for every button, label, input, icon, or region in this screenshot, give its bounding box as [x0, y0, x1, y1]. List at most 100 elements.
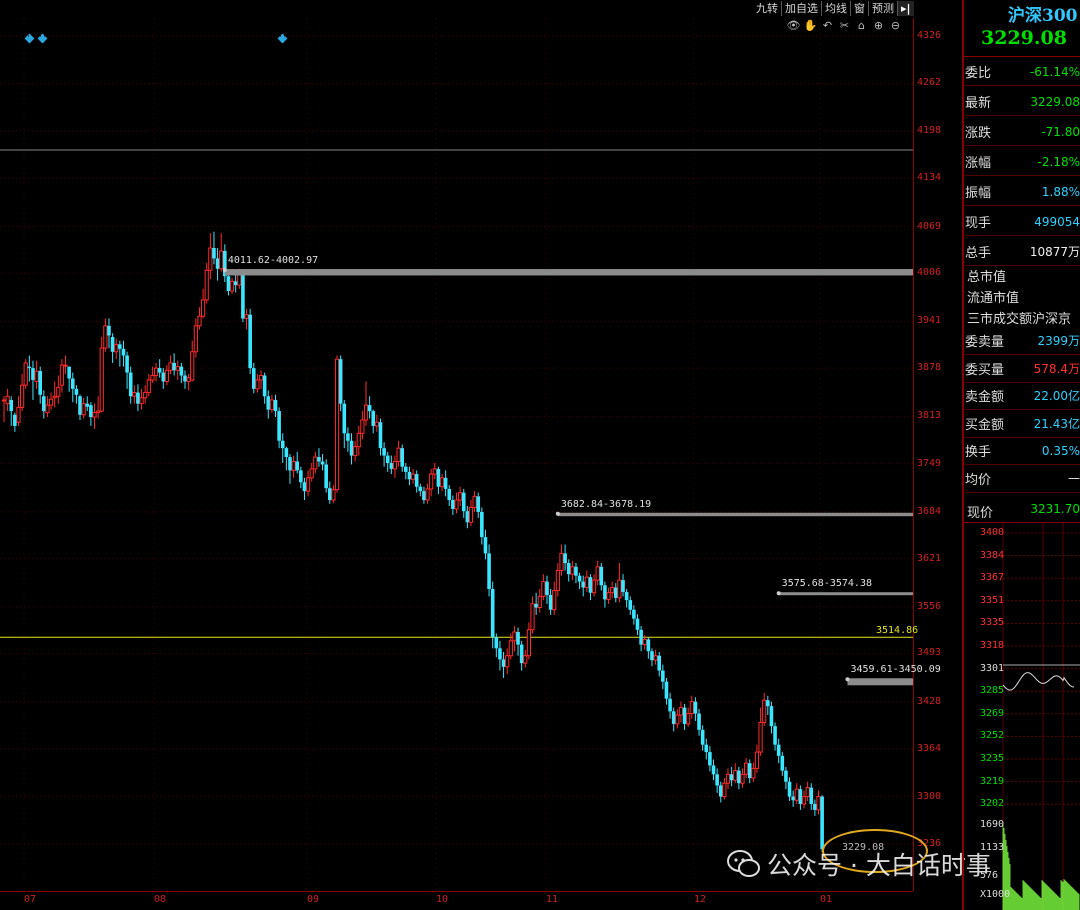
candle-body-down	[577, 575, 582, 582]
candlestick-chart[interactable]	[0, 18, 913, 891]
candle-body-up	[512, 631, 517, 642]
zoom-in-icon[interactable]: ⊕	[873, 19, 884, 32]
quote-value: 499054	[1034, 214, 1080, 229]
now-price-value: 3231.70	[1030, 502, 1080, 516]
candle-body-up	[360, 419, 365, 434]
candle-body-up	[309, 468, 314, 479]
home-icon[interactable]: ⌂	[858, 19, 865, 32]
candle-body-up	[305, 477, 311, 492]
quote-row: 委卖量 2399万	[965, 327, 1080, 355]
candle-body-down	[769, 706, 774, 727]
candle-body-up	[722, 782, 727, 798]
candle-body-up	[153, 367, 159, 377]
candle-body-up	[526, 629, 531, 657]
candle-body-up	[610, 587, 615, 594]
candle-body-down	[487, 553, 491, 589]
candle-body-up	[374, 421, 379, 427]
candle-body-up	[794, 788, 799, 801]
toolbar-moving-average-button[interactable]: 均线	[822, 1, 851, 16]
chart-tools: 👁 ✋ ↶ ✂ ⌂ ⊕ ⊖	[786, 19, 903, 32]
mini-tick-label: 3367	[980, 572, 1005, 584]
candle-body-up	[23, 362, 28, 386]
candle-body-down	[451, 500, 455, 509]
candle-body-up	[740, 773, 745, 784]
candle-body-down	[574, 566, 578, 576]
candle-body-up	[96, 410, 101, 414]
candle-body-down	[407, 471, 412, 480]
market-stat-label: 总市值	[967, 270, 1007, 285]
y-tick-label: 3621	[917, 552, 942, 564]
candle-body-up	[816, 796, 821, 811]
candle-body-down	[784, 770, 788, 782]
candle-body-down	[498, 648, 502, 660]
quote-label: 买金额	[965, 417, 1005, 433]
candle-body-down	[480, 511, 484, 538]
mini-tick-label: 3285	[980, 685, 1005, 697]
zoom-out-icon[interactable]: ⊖	[890, 19, 901, 32]
candle-body-up	[190, 351, 195, 381]
quote-row: 卖金额 22.00亿	[965, 382, 1080, 410]
candle-body-down	[581, 581, 585, 588]
candle-body-up	[1, 399, 7, 402]
candle-body-up	[591, 579, 597, 594]
candle-body-up	[559, 552, 564, 571]
candle-body-down	[798, 789, 803, 804]
candle-body-up	[164, 369, 170, 382]
quote-label: 涨幅	[965, 156, 992, 171]
y-tick-label: 3941	[917, 315, 942, 327]
eye-icon[interactable]: 👁	[786, 19, 801, 32]
candle-body-down	[179, 366, 184, 376]
hand-icon[interactable]: ✋	[803, 19, 818, 32]
candle-body-up	[363, 404, 369, 421]
market-stat-label: 流通市值	[967, 291, 1020, 306]
candle-body-down	[693, 701, 698, 714]
candle-body-down	[809, 787, 814, 804]
level-line-label: 3514.86	[876, 625, 919, 637]
y-tick-label: 4134	[917, 172, 942, 184]
scissors-icon[interactable]: ✂	[839, 19, 850, 32]
y-tick-label: 4006	[917, 267, 942, 279]
candle-body-up	[45, 404, 50, 414]
quote-label: 换手	[965, 445, 992, 460]
x-tick-label: 10	[436, 894, 449, 905]
quote-value: -71.80	[1041, 124, 1080, 139]
candle-body-down	[320, 461, 325, 465]
mini-tick-label: 3384	[980, 549, 1005, 561]
quote-value: -2.18%	[1037, 154, 1080, 169]
y-tick-label: 3556	[917, 600, 942, 612]
candle-body-up	[410, 473, 416, 480]
toolbar-window-button[interactable]: 窗	[851, 1, 869, 16]
gap-anchor	[845, 677, 850, 682]
y-tick-label: 4198	[917, 124, 942, 136]
candle-body-down	[27, 366, 32, 369]
candle-body-down	[628, 600, 633, 610]
y-tick-label: 3749	[917, 457, 942, 469]
undo-icon[interactable]: ↶	[822, 19, 833, 32]
candle-body-up	[552, 589, 557, 611]
candle-body-up	[334, 358, 340, 491]
candle-body-down	[664, 681, 669, 699]
toolbar-forecast-button[interactable]: 预测	[869, 1, 898, 16]
candle-body-up	[175, 366, 180, 371]
quote-value: 22.00亿	[1033, 389, 1080, 403]
candle-body-down	[791, 796, 795, 801]
candle-body-down	[277, 411, 281, 441]
candle-body-down	[548, 594, 553, 610]
candle-body-down	[128, 372, 133, 397]
candle-body-down	[74, 388, 79, 395]
candle-body-up	[508, 640, 513, 657]
candle-body-down	[494, 637, 499, 649]
candle-body-up	[269, 399, 274, 411]
quote-value: 0.35%	[1041, 443, 1080, 458]
candle-body-down	[650, 651, 654, 661]
candle-body-down	[516, 631, 520, 645]
gap-anchor	[776, 591, 781, 596]
intraday-mini-chart[interactable]	[963, 523, 1080, 910]
candle-body-up	[530, 603, 535, 631]
candle-body-up	[244, 314, 249, 319]
toolbar-add-watchlist-button[interactable]: 加自选	[782, 1, 822, 16]
toolbar-jiuzhuan-button[interactable]: 九转	[753, 1, 782, 16]
exit-icon[interactable]: ▸|	[898, 1, 914, 16]
market-stat-label: 三市成交额沪深京	[967, 312, 1072, 327]
mini-tick-label: 3351	[980, 594, 1005, 606]
